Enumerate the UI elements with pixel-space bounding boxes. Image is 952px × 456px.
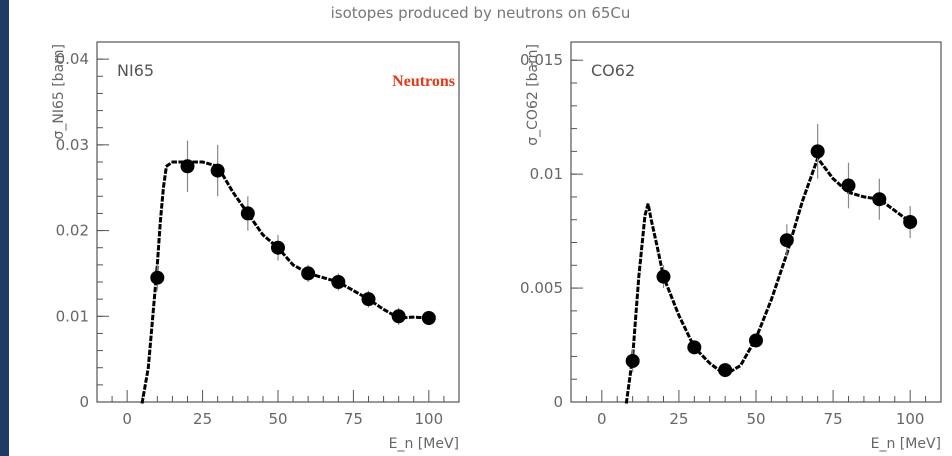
panel-2-x-tick-label: 75	[824, 410, 843, 428]
panel-1-x-axis-label: E_n [MeV]	[389, 436, 459, 452]
panel-1-x-tick-label: 50	[268, 410, 287, 428]
panel-1-data-point	[150, 270, 165, 285]
panel-2-data-point	[841, 178, 856, 193]
panel-2-x-axis-label: E_n [MeV]	[871, 436, 941, 452]
panel-1-y-tick-label: 0	[79, 393, 89, 411]
panel-1-x-tick-label: 25	[193, 410, 212, 428]
panel-2-data-point	[656, 269, 671, 284]
panel-1-data-point	[301, 266, 316, 281]
panel-1-data-point	[271, 240, 285, 255]
panel-2-data-point	[749, 333, 763, 348]
panel-1-x-tick-label: 75	[344, 410, 363, 428]
panel-1-y-axis-label: σ_NI65 [barn]	[51, 44, 67, 140]
panel-1-annotation: Neutrons	[392, 73, 455, 90]
panel-2-x-tick-label: 50	[746, 410, 765, 428]
panel-1-data-point	[180, 159, 195, 174]
panel-1-isotope-label: NI65	[117, 61, 154, 80]
panel-2-data-point	[718, 363, 733, 378]
panel-2-data-point	[687, 340, 702, 355]
panel-1-y-tick-label: 0.04	[56, 50, 89, 68]
panel-2-y-tick-label: 0.005	[520, 279, 563, 297]
panel-2-data-point	[625, 353, 640, 368]
panel-1-y-tick-label: 0.01	[56, 307, 89, 325]
panel-1-x-tick-label: 100	[415, 410, 444, 428]
panel-2-y-axis-label: σ_CO62 [barn]	[525, 44, 541, 146]
panel-2-x-tick-label: 0	[597, 410, 607, 428]
panel-2-y-tick-label: 0.015	[520, 51, 563, 69]
panel-2-data-point	[810, 144, 825, 159]
panel-1-y-tick-label: 0.03	[56, 136, 89, 154]
panel-1-data-point	[210, 163, 225, 178]
panel-2-data-point	[903, 215, 918, 229]
panel-2-y-tick-label: 0.01	[530, 165, 563, 183]
panel-2-x-tick-label: 25	[669, 410, 688, 428]
panel-1-data-point	[331, 275, 346, 289]
panel-1-y-tick-label: 0.02	[56, 222, 89, 240]
plots-canvas: 0 25 50 75 100 0 0.01 0.02 0.03 0.04 E_n [MeV] σ_NI…	[51, 41, 942, 452]
panel-2-calculated-curve	[624, 155, 913, 404]
panel-1-data-point	[421, 311, 436, 325]
panel-2-y-tick-label: 0	[553, 393, 563, 411]
panel-2-data-point	[779, 233, 794, 248]
panel-1-data-point	[240, 206, 255, 221]
panel-2-isotope-label: CO62	[591, 61, 635, 80]
figure-title: isotopes produced by neutrons on 65Cu	[330, 4, 631, 22]
panel-1-x-tick-label: 0	[122, 410, 132, 428]
figure-frame: isotopes produced by neutrons on 65Cu 0 2…	[9, 0, 952, 456]
panel-1-data-point	[391, 309, 406, 324]
panel-1-calculated-curve	[140, 160, 431, 404]
panel-2-frame	[570, 41, 942, 403]
panel-1-data-point	[361, 292, 376, 307]
panel-2-data-point	[872, 192, 887, 207]
panel-2-x-tick-label: 100	[896, 410, 925, 428]
